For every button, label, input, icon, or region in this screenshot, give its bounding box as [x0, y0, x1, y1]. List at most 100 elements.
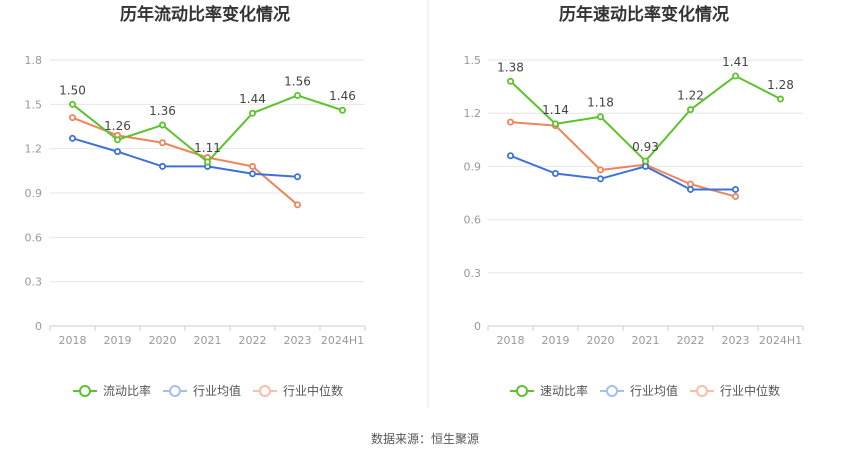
left-main-point[interactable]: [248, 109, 256, 117]
left-x-tick-label: 2019: [104, 334, 132, 347]
right-x-tick-label: 2022: [677, 334, 705, 347]
right-y-tick-label: 0: [474, 320, 481, 333]
legend-marker-quick-ratio: [516, 385, 528, 397]
left-y-tick-label: 1.2: [25, 143, 43, 156]
legend-item-current-ratio[interactable]: 流动比率: [73, 383, 151, 398]
left-mean-point[interactable]: [248, 170, 256, 178]
right-median-point[interactable]: [597, 166, 605, 174]
left-main-data-label: 1.46: [329, 89, 356, 103]
right-main-point[interactable]: [687, 106, 695, 114]
left-main-point[interactable]: [158, 121, 166, 129]
legend-item-industry-mean-2[interactable]: 行业均值: [600, 383, 678, 398]
left-y-tick-label: 0.9: [25, 187, 43, 200]
right-legend[interactable]: 速动比率 行业均值 行业中位数: [510, 383, 780, 398]
right-mean-line: [510, 154, 736, 191]
right-x-tick-label: 2019: [542, 334, 570, 347]
legend-label-current-ratio: 流动比率: [103, 383, 151, 398]
right-mean-point[interactable]: [506, 152, 514, 160]
legend-item-industry-mean[interactable]: 行业均值: [163, 383, 241, 398]
legend-marker-industry-median-2: [696, 385, 708, 397]
right-main-point[interactable]: [732, 72, 740, 80]
right-x-tick-label: 2020: [587, 334, 615, 347]
left-x-tick-label: 2022: [239, 334, 267, 347]
legend-label-industry-mean-2: 行业均值: [630, 383, 678, 398]
legend-marker-industry-mean: [169, 385, 181, 397]
left-mean-point[interactable]: [114, 148, 122, 156]
right-main-data-label: 1.38: [497, 60, 524, 74]
left-legend[interactable]: 流动比率 行业均值 行业中位数: [73, 383, 343, 398]
left-main-data-label: 1.11: [194, 141, 221, 155]
left-main-data-label: 1.56: [284, 74, 311, 88]
left-mean-point[interactable]: [69, 134, 77, 142]
right-mean-point[interactable]: [552, 169, 560, 177]
right-mean-point[interactable]: [687, 185, 695, 193]
left-chart-title: 历年流动比率变化情况: [120, 4, 290, 25]
left-y-tick-label: 0.3: [25, 276, 43, 289]
right-chart-title: 历年速动比率变化情况: [559, 4, 729, 25]
right-y-tick-label: 1.5: [464, 54, 482, 67]
left-mean-point[interactable]: [158, 162, 166, 170]
right-main-data-label: 1.22: [677, 89, 704, 103]
right-main-data-label: 0.93: [632, 140, 659, 154]
right-x-tick-label: 2024H1: [759, 334, 802, 347]
right-y-tick-label: 0.9: [464, 160, 482, 173]
right-y-tick-label: 0.6: [464, 214, 482, 227]
left-x-tick-label: 2020: [149, 334, 177, 347]
right-mean-point[interactable]: [597, 175, 605, 183]
right-main-point[interactable]: [642, 157, 650, 165]
left-main-data-label: 1.26: [104, 119, 131, 133]
right-x-tick-label: 2018: [497, 334, 525, 347]
right-median-point[interactable]: [506, 118, 514, 126]
left-mean-point[interactable]: [293, 173, 301, 181]
left-main-data-label: 1.36: [149, 104, 176, 118]
left-x-tick-label: 2023: [284, 334, 312, 347]
left-main-data-label: 1.44: [239, 92, 266, 106]
left-main-point[interactable]: [338, 106, 346, 114]
data-source: 数据来源：恒生聚源: [371, 431, 479, 446]
legend-label-quick-ratio: 速动比率: [540, 383, 588, 398]
left-main-point[interactable]: [293, 91, 301, 99]
left-main-point[interactable]: [69, 100, 77, 108]
legend-item-industry-median[interactable]: 行业中位数: [253, 383, 343, 398]
left-median-point[interactable]: [158, 139, 166, 147]
legend-item-quick-ratio[interactable]: 速动比率: [510, 383, 588, 398]
right-y-tick-label: 0.3: [464, 267, 482, 280]
right-x-tick-label: 2023: [722, 334, 750, 347]
legend-marker-industry-median: [259, 385, 271, 397]
legend-label-industry-median: 行业中位数: [283, 383, 343, 398]
left-main-data-label: 1.50: [59, 83, 86, 97]
left-y-tick-label: 0: [35, 320, 42, 333]
left-x-tick-label: 2024H1: [321, 334, 364, 347]
right-plot-area: 0 0.3 0.6 0.9 1.2 1.5 2018 2019 2020 2021 2022 2023…: [464, 54, 804, 347]
right-main-data-label: 1.28: [767, 78, 794, 92]
right-main-point[interactable]: [506, 77, 514, 85]
right-main-point[interactable]: [552, 120, 560, 128]
left-main-point[interactable]: [114, 136, 122, 144]
left-chart: 历年流动比率变化情况 0 0.3 0.6 0.9 1.2 1.5 1.8 2018 2019 20…: [25, 4, 366, 398]
right-mean-point[interactable]: [732, 185, 740, 193]
right-main-data-label: 1.41: [722, 55, 749, 69]
left-main-point[interactable]: [203, 158, 211, 166]
right-main-data-label: 1.14: [542, 103, 569, 117]
right-median-line: [510, 121, 736, 198]
legend-label-industry-median-2: 行业中位数: [720, 383, 780, 398]
left-x-tick-label: 2018: [59, 334, 87, 347]
right-main-point[interactable]: [597, 113, 605, 121]
left-plot-area: 0 0.3 0.6 0.9 1.2 1.5 1.8 2018 2019 2020 2021 2022 2…: [25, 54, 366, 347]
left-mean-line: [72, 137, 298, 178]
left-y-tick-label: 1.8: [25, 54, 43, 67]
right-median-point[interactable]: [732, 193, 740, 201]
right-y-tick-label: 1.2: [464, 107, 482, 120]
left-median-point[interactable]: [248, 162, 256, 170]
right-median-point[interactable]: [687, 180, 695, 188]
right-main-data-label: 1.18: [587, 96, 614, 110]
right-main-point[interactable]: [777, 95, 785, 103]
left-median-point[interactable]: [293, 201, 301, 209]
right-chart: 历年速动比率变化情况 0 0.3 0.6 0.9 1.2 1.5 2018 2019 2020 2…: [464, 4, 804, 398]
left-median-line: [72, 116, 299, 206]
legend-item-industry-median-2[interactable]: 行业中位数: [690, 383, 780, 398]
left-y-tick-label: 0.6: [25, 231, 43, 244]
left-median-point[interactable]: [69, 114, 77, 122]
legend-marker-industry-mean-2: [606, 385, 618, 397]
